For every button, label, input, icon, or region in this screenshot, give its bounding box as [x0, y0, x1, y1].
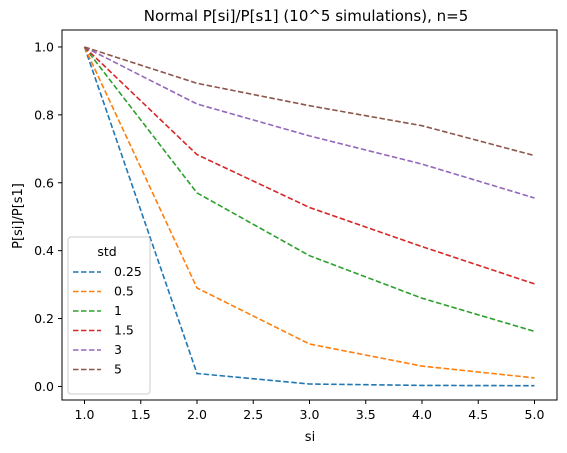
x-tick-label: 2.0	[187, 407, 207, 422]
legend-label: 5	[114, 362, 122, 377]
series-line-3	[84, 46, 535, 199]
series-lines	[83, 46, 535, 387]
chart-title: Normal P[si]/P[s1] (10^5 simulations), n…	[144, 7, 469, 25]
legend-box	[67, 236, 151, 395]
series-line-5	[84, 46, 535, 157]
y-tick-label: 1.0	[34, 39, 54, 54]
legend-title: std	[97, 244, 116, 259]
legend-label: 1	[114, 303, 122, 318]
series-line-0.5	[83, 46, 535, 379]
y-tick-label: 0.2	[34, 311, 54, 326]
legend-label: 1.5	[114, 323, 134, 338]
y-tick-label: 0.0	[34, 379, 54, 394]
x-axis-title: si	[305, 430, 315, 445]
y-axis-title: P[si]/P[s1]	[11, 183, 26, 249]
x-tick-label: 4.0	[412, 407, 432, 422]
legend-label: 0.25	[114, 264, 142, 279]
legend-label: 0.5	[114, 284, 134, 299]
legend-label: 3	[114, 342, 122, 357]
x-tick-label: 3.5	[356, 407, 376, 422]
axes: 1.0 1.5 2.0 2.5 3.0 3.5 4.0 4.5 5.0 0.0 0.2 0.4 0.6 0…	[34, 29, 558, 422]
y-tick-label: 0.6	[34, 175, 54, 190]
series-line-0.25	[83, 46, 535, 387]
y-tick-label: 0.4	[34, 243, 54, 258]
x-tick-label: 5.0	[525, 407, 545, 422]
x-tick-label: 1.5	[131, 407, 151, 422]
x-tick-label: 3.0	[300, 407, 320, 422]
y-tick-label: 0.8	[34, 107, 54, 122]
legend: std 0.25 0.5 1 1.5 3 5	[67, 236, 151, 395]
x-tick-label: 4.5	[468, 407, 488, 422]
x-tick-label: 1.0	[75, 407, 95, 422]
x-tick-label: 2.5	[243, 407, 263, 422]
series-line-1	[83, 46, 535, 333]
